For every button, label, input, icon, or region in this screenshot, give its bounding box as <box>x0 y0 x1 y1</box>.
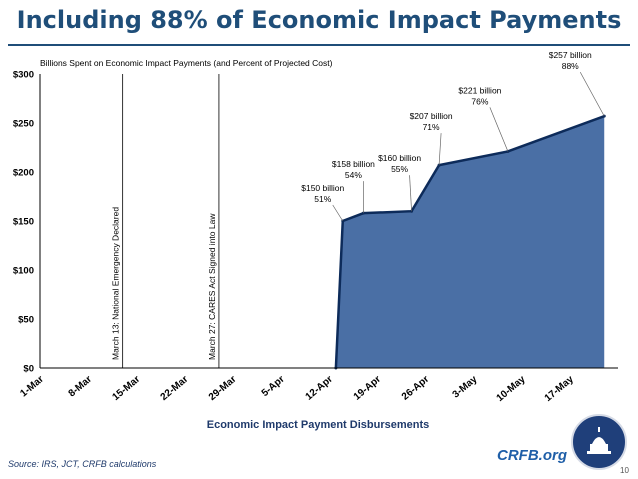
data-label-leader <box>409 175 412 212</box>
x-tick-label: 12-Apr <box>304 374 335 403</box>
data-label-percent: 54% <box>345 170 362 180</box>
x-tick-label: 15-Mar <box>110 374 142 403</box>
x-tick-label: 17-May <box>543 374 576 405</box>
x-axis-title: Economic Impact Payment Disbursements <box>207 419 430 431</box>
x-tick-label: 10-May <box>495 374 528 405</box>
data-label-percent: 88% <box>562 61 579 71</box>
data-label-leader <box>579 71 605 117</box>
data-label-value: $150 billion <box>301 183 344 193</box>
event-markers: March 13: National Emergency Declared Mar… <box>111 74 220 368</box>
y-tick-label: $0 <box>23 364 34 375</box>
data-label-value: $160 billion <box>378 153 421 163</box>
y-tick-label: $50 <box>18 315 34 326</box>
data-label-percent: 71% <box>423 122 440 132</box>
page-number: 10 <box>620 466 629 475</box>
x-tick-label: 3-May <box>451 374 480 401</box>
capitol-dome-graphic <box>587 427 611 454</box>
event-marker-label: March 13: National Emergency Declared <box>111 207 121 360</box>
x-tick-label: 5-Apr <box>260 374 287 399</box>
y-tick-label: $200 <box>13 168 34 179</box>
x-tick-label: 1-Mar <box>18 374 46 400</box>
y-tick-label: $100 <box>13 266 34 277</box>
y-tick-label: $250 <box>13 119 34 130</box>
data-label-percent: 51% <box>314 194 331 204</box>
data-label-value: $221 billion <box>458 85 501 95</box>
data-area <box>334 114 606 370</box>
x-tick-label: 22-Mar <box>159 374 191 403</box>
data-label-leader <box>438 133 442 166</box>
data-label-value: $158 billion <box>332 159 375 169</box>
data-label-leader <box>489 107 509 152</box>
title-divider <box>8 44 630 46</box>
x-tick-label: 26-Apr <box>400 374 431 403</box>
y-tick-label: $150 <box>13 217 34 228</box>
data-label-leader <box>332 204 344 222</box>
capitol-dome-icon <box>571 414 627 470</box>
data-label-value: $257 billion <box>549 50 592 60</box>
x-tick-label: 19-Apr <box>352 374 383 403</box>
chart-title: Billions Spent on Economic Impact Paymen… <box>40 58 333 68</box>
data-label-percent: 55% <box>391 164 408 174</box>
source-note: Source: IRS, JCT, CRFB calculations <box>8 459 157 469</box>
slide-title: Including 88% of Economic Impact Payment… <box>16 6 622 34</box>
data-label-percent: 76% <box>471 96 488 106</box>
y-tick-label: $300 <box>13 70 34 81</box>
event-marker-label: March 27: CARES Act Signed into Law <box>207 213 217 360</box>
area-fill <box>335 116 605 368</box>
x-tick-label: 8-Mar <box>67 374 95 400</box>
x-tick-label: 29-Mar <box>207 374 239 403</box>
brand-link[interactable]: CRFB.org <box>497 447 567 464</box>
data-label-value: $207 billion <box>410 111 453 121</box>
